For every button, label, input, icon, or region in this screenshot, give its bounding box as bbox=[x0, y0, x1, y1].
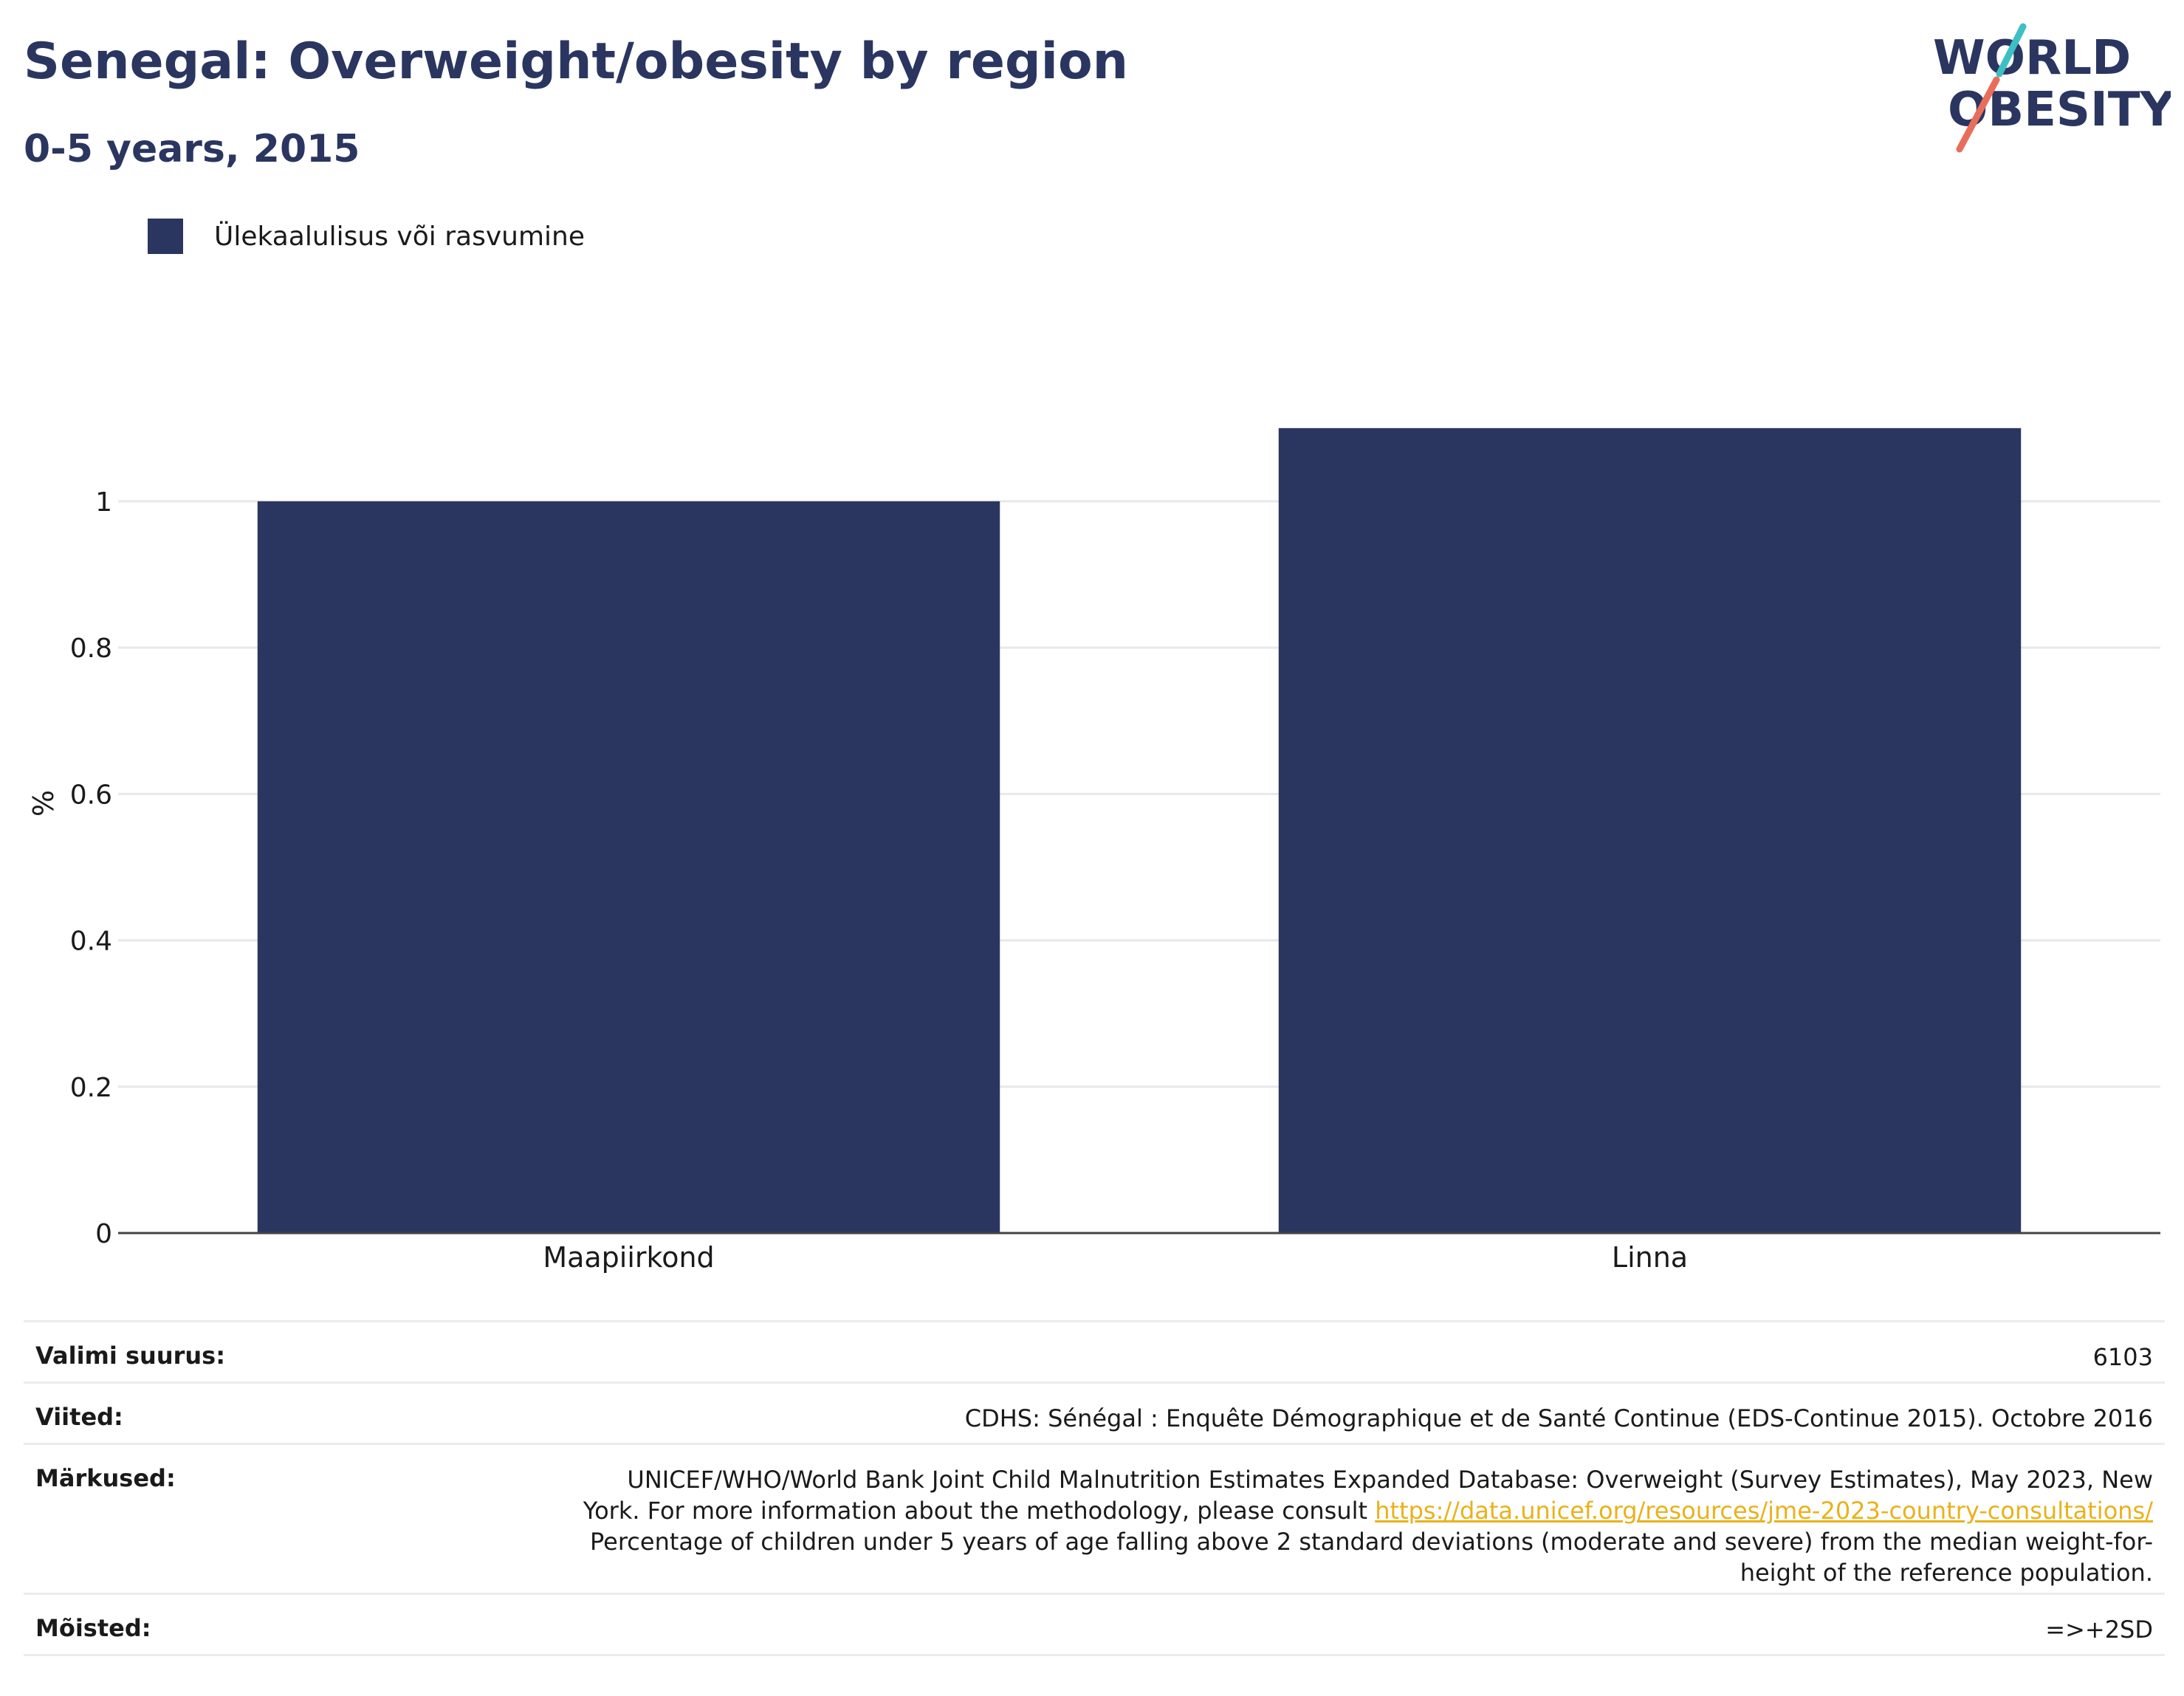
y-axis-label: % bbox=[27, 790, 60, 817]
definitions-value: =>+2SD bbox=[2045, 1616, 2153, 1644]
legend-label: Ülekaalulisus või rasvumine bbox=[214, 221, 585, 252]
logo-line2: OBESITY bbox=[1948, 83, 2171, 137]
info-row-references: Viited: CDHS: Sénégal : Enquête Démograp… bbox=[24, 1381, 2165, 1443]
y-tick-label: 0.4 bbox=[70, 927, 112, 957]
info-row-definitions: Mõisted: =>+2SD bbox=[24, 1593, 2165, 1656]
logo-line1: WORLD bbox=[1933, 31, 2131, 86]
definitions-label: Mõisted: bbox=[35, 1614, 151, 1642]
chart-legend[interactable]: Ülekaalulisus või rasvumine bbox=[148, 219, 585, 254]
chart-subtitle: 0-5 years, 2015 bbox=[24, 127, 360, 171]
y-tick-label: 0.6 bbox=[70, 780, 112, 810]
references-value: CDHS: Sénégal : Enquête Démographique et… bbox=[964, 1404, 2153, 1432]
references-label: Viited: bbox=[35, 1403, 123, 1431]
chart-title: Senegal: Overweight/obesity by region bbox=[24, 32, 1129, 91]
legend-swatch bbox=[148, 219, 183, 254]
notes-line-4: height of the reference population. bbox=[1740, 1559, 2153, 1587]
logo-slash-teal bbox=[1996, 23, 2027, 78]
notes-label: Märkused: bbox=[35, 1464, 176, 1492]
notes-line-2: York. For more information about the met… bbox=[583, 1495, 2153, 1526]
info-table: Valimi suurus: 6103 Viited: CDHS: Sénéga… bbox=[24, 1320, 2165, 1656]
sample-size-label: Valimi suurus: bbox=[35, 1342, 226, 1370]
sample-size-value: 6103 bbox=[2092, 1343, 2153, 1371]
info-row-sample-size: Valimi suurus: 6103 bbox=[24, 1320, 2165, 1381]
logo-slash-red bbox=[1956, 76, 2000, 153]
x-tick-label: Maapiirkond bbox=[543, 1241, 714, 1274]
notes-line-3: Percentage of children under 5 years of … bbox=[590, 1528, 2153, 1556]
notes-value: UNICEF/WHO/World Bank Joint Child Malnut… bbox=[583, 1445, 2165, 1593]
y-tick-label: 0.8 bbox=[70, 634, 112, 664]
bar-linna[interactable] bbox=[1278, 428, 2022, 1233]
y-tick-label: 0 bbox=[95, 1219, 112, 1249]
info-row-notes: Märkused: UNICEF/WHO/World Bank Joint Ch… bbox=[24, 1443, 2165, 1593]
methodology-link[interactable]: https://data.unicef.org/resources/jme-20… bbox=[1375, 1497, 2153, 1525]
notes-line-1: UNICEF/WHO/World Bank Joint Child Malnut… bbox=[627, 1466, 2153, 1494]
y-tick-label: 1 bbox=[95, 487, 112, 518]
notes-line-2-text: York. For more information about the met… bbox=[583, 1497, 1376, 1525]
bar-chart: 0 0.2 0.4 0.6 0.8 1 Maapiirkond Linna % bbox=[27, 428, 2160, 1274]
y-tick-label: 0.2 bbox=[70, 1073, 112, 1103]
bar-maapiirkond[interactable] bbox=[257, 501, 1000, 1233]
world-obesity-logo: WORLD OBESITY bbox=[1933, 23, 2171, 153]
x-tick-label: Linna bbox=[1612, 1241, 1688, 1274]
